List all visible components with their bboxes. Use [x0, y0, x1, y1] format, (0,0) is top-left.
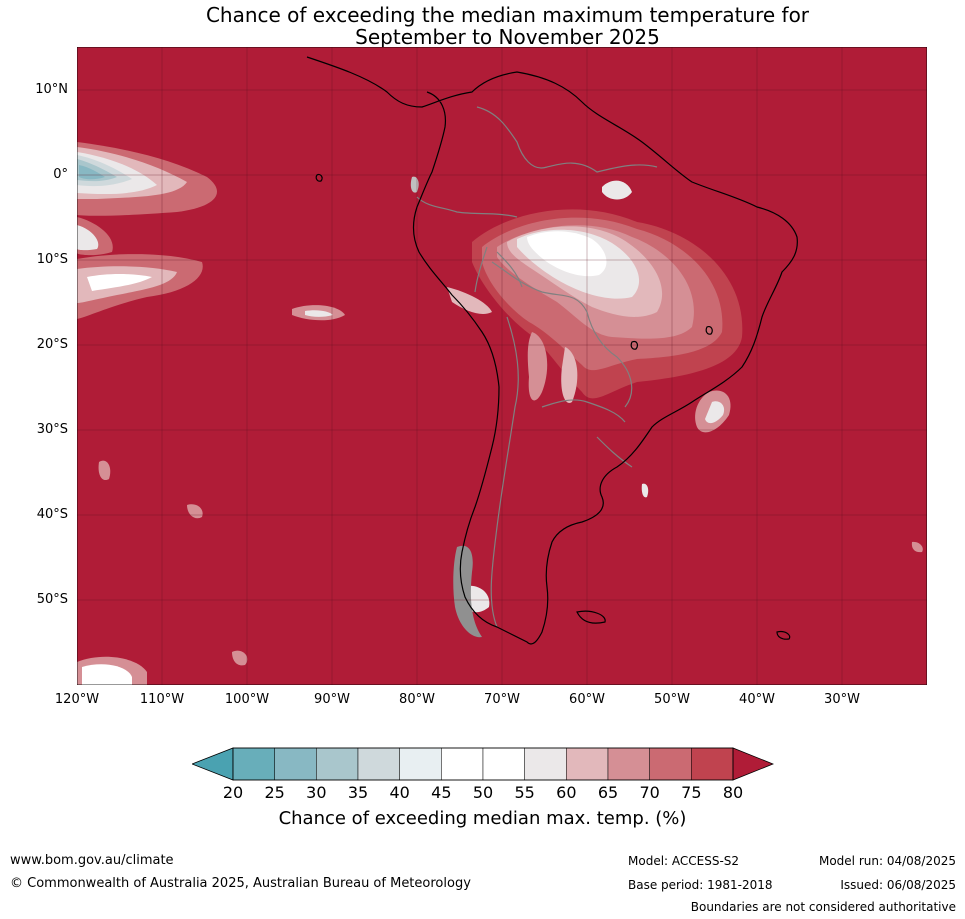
map-panel	[77, 47, 927, 685]
lat-label-0: 0°	[53, 167, 68, 182]
lon-label-90w: 90°W	[314, 692, 350, 707]
lon-label-60w: 60°W	[569, 692, 605, 707]
colorbar-tick-label: 70	[639, 783, 660, 802]
title-line-2: September to November 2025	[355, 25, 660, 49]
lat-label-10n: 10°N	[35, 82, 68, 97]
colorbar-frame	[232, 747, 734, 781]
colorbar-segment	[399, 747, 442, 781]
lon-label-50w: 50°W	[654, 692, 690, 707]
lat-label-50s: 50°S	[36, 592, 68, 607]
colorbar-svg	[190, 747, 775, 781]
colorbar-tick-label: 35	[347, 783, 369, 802]
colorbar-segment	[691, 747, 734, 781]
lon-label-120w: 120°W	[54, 692, 100, 707]
website-text: www.bom.gov.au/climate	[10, 853, 174, 868]
disclaimer-text: Boundaries are not considered authoritat…	[690, 900, 956, 914]
colorbar-label: Chance of exceeding median max. temp. (%…	[278, 808, 687, 829]
colorbar-tick-label: 30	[306, 783, 327, 802]
colorbar-tick-label: 80	[722, 783, 744, 802]
title-line-1: Chance of exceeding the median maximum t…	[205, 3, 810, 27]
colorbar-segment	[607, 747, 650, 781]
colorbar-tick-label: 25	[264, 783, 285, 802]
issued-text: Issued: 06/08/2025	[840, 878, 956, 892]
lon-label-80w: 80°W	[399, 692, 435, 707]
colorbar-segment	[232, 747, 275, 781]
colorbar-tick-label: 20	[222, 783, 244, 802]
colorbar-low-arrow	[190, 747, 234, 781]
probability-map	[77, 47, 927, 685]
colorbar-segment	[649, 747, 692, 781]
gridlines	[77, 47, 927, 685]
lon-label-110w: 110°W	[139, 692, 185, 707]
colorbar-segment	[316, 747, 359, 781]
colorbar-tick-label: 40	[389, 783, 410, 802]
colorbar-segment	[441, 747, 484, 781]
colorbar-segment	[357, 747, 400, 781]
colorbar-tick-label: 75	[681, 783, 702, 802]
lon-label-70w: 70°W	[484, 692, 520, 707]
colorbar-segment	[482, 747, 525, 781]
chart-title: Chance of exceeding the median maximum t…	[0, 4, 965, 48]
lat-label-10s: 10°S	[36, 252, 68, 267]
lat-label-30s: 30°S	[36, 422, 68, 437]
lon-label-30w: 30°W	[824, 692, 860, 707]
pacific-anomaly-region	[77, 142, 345, 685]
model-text: Model: ACCESS-S2	[628, 854, 740, 868]
coastline	[306, 56, 798, 645]
copyright-text: © Commonwealth of Australia 2025, Austra…	[10, 876, 471, 891]
colorbar-high-arrow	[732, 747, 775, 781]
base-period-text: Base period: 1981-2018	[628, 878, 773, 892]
country-borders	[416, 106, 658, 628]
colorbar	[190, 747, 775, 785]
model-run-text: Model run: 04/08/2025	[818, 854, 956, 868]
amazon-anomaly-region	[410, 176, 923, 613]
lat-label-20s: 20°S	[36, 337, 68, 352]
colorbar-segment	[566, 747, 609, 781]
colorbar-segment	[524, 747, 567, 781]
colorbar-tick-label: 50	[472, 783, 494, 802]
colorbar-tick-label: 65	[597, 783, 619, 802]
lon-label-40w: 40°W	[739, 692, 775, 707]
colorbar-tick-label: 60	[556, 783, 577, 802]
lon-label-100w: 100°W	[224, 692, 270, 707]
colorbar-tick-label: 55	[514, 783, 535, 802]
colorbar-tick-label: 45	[431, 783, 452, 802]
lat-label-40s: 40°S	[36, 507, 68, 522]
colorbar-segment	[274, 747, 317, 781]
